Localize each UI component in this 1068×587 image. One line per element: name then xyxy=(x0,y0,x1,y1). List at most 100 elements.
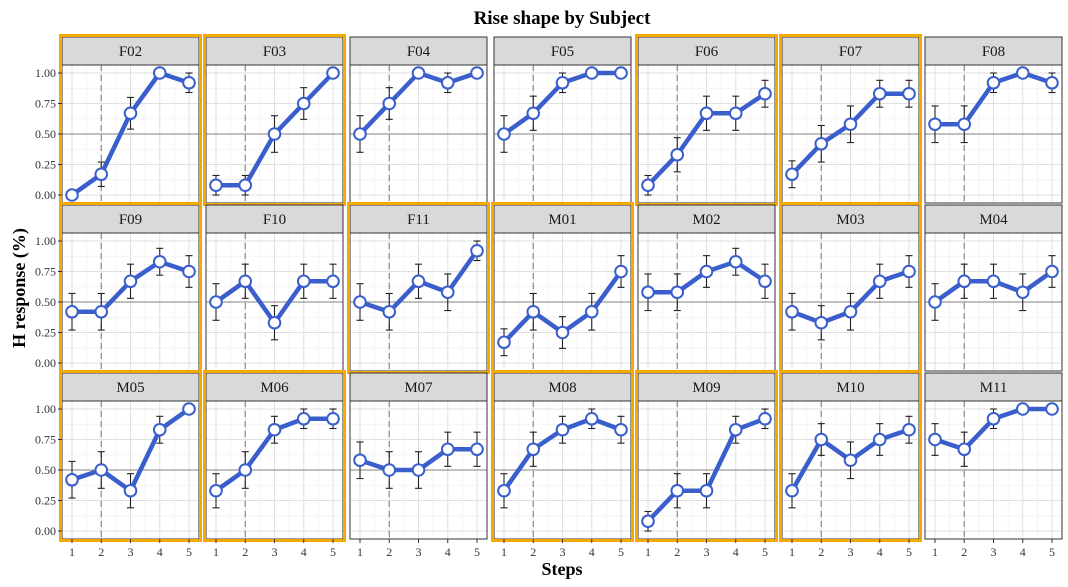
data-point xyxy=(152,254,167,269)
data-point xyxy=(94,167,109,182)
strip-label: M07 xyxy=(404,380,433,396)
y-tick-label: 1.00 xyxy=(35,402,56,416)
data-point xyxy=(526,442,541,457)
x-tick-label: 3 xyxy=(704,545,710,559)
facet-panel-f06: F06 xyxy=(635,34,778,206)
strip-background xyxy=(924,372,1063,402)
x-tick-label: 3 xyxy=(272,545,278,559)
x-tick-label: 2 xyxy=(242,545,248,559)
data-point xyxy=(957,442,972,457)
strip-label: M09 xyxy=(692,380,720,396)
data-point xyxy=(238,178,253,193)
x-tick-label: 4 xyxy=(589,545,595,559)
facet-panel-f04: F04 xyxy=(349,36,488,204)
data-point xyxy=(440,75,455,90)
x-tick-label: 5 xyxy=(186,545,192,559)
facet-panel-f05: F05 xyxy=(493,36,632,204)
y-tick-label: 0.00 xyxy=(35,356,56,370)
data-point xyxy=(411,66,426,80)
facet-panel-f09: F09 0.00 0.25 0.50 0.75 1.00 xyxy=(35,202,202,374)
data-point xyxy=(209,178,223,193)
strip-label: M10 xyxy=(836,380,864,396)
x-tick-label: 1 xyxy=(357,545,363,559)
data-point xyxy=(326,66,340,80)
data-point xyxy=(670,483,685,498)
data-point xyxy=(843,453,858,468)
facet-panel-m05: M05 0.00 0.25 0.50 0.75 1.00 1 2 3 4 5 xyxy=(35,370,202,559)
data-point xyxy=(785,304,799,319)
strip-label: M02 xyxy=(692,212,720,228)
data-point xyxy=(411,274,426,289)
x-tick-label: 2 xyxy=(386,545,392,559)
strip-label: F04 xyxy=(407,44,431,60)
strip-label: M01 xyxy=(548,212,576,228)
data-point xyxy=(641,285,655,300)
data-point xyxy=(526,106,541,121)
x-tick-label: 4 xyxy=(733,545,739,559)
facet-panel-f03: F03 xyxy=(203,34,346,206)
x-tick-label: 1 xyxy=(501,545,507,559)
data-point xyxy=(411,463,426,477)
data-point xyxy=(497,335,511,350)
data-point xyxy=(1015,66,1030,80)
data-point xyxy=(814,315,829,330)
y-tick-label: 0.00 xyxy=(35,524,56,538)
data-point xyxy=(353,295,367,309)
data-point xyxy=(785,167,799,182)
data-point xyxy=(238,274,253,289)
facet-panel-m06: M06 1 2 3 4 5 xyxy=(203,370,346,559)
facet-panel-m11: M11 1 2 3 4 5 xyxy=(924,372,1063,559)
data-point xyxy=(928,295,942,309)
facet-panel-m10: M10 1 2 3 4 5 xyxy=(779,370,922,559)
x-tick-label: 4 xyxy=(301,545,307,559)
data-point xyxy=(497,127,511,141)
strip-background xyxy=(493,204,632,234)
data-point xyxy=(728,254,743,269)
x-tick-label: 3 xyxy=(128,545,134,559)
x-tick-label: 5 xyxy=(330,545,336,559)
data-point xyxy=(152,422,167,437)
x-tick-label: 2 xyxy=(961,545,967,559)
strip-background xyxy=(924,36,1063,66)
y-tick-label: 0.25 xyxy=(35,158,56,172)
data-point xyxy=(872,86,887,101)
data-point xyxy=(382,463,397,477)
data-point xyxy=(353,453,367,468)
data-point xyxy=(326,411,340,426)
strip-background xyxy=(637,36,776,66)
x-tick-label: 2 xyxy=(98,545,104,559)
data-point xyxy=(957,274,972,289)
y-tick-label: 0.75 xyxy=(35,433,56,447)
data-point xyxy=(699,483,714,498)
strip-background xyxy=(205,372,344,402)
strip-label: F09 xyxy=(119,212,142,228)
data-point xyxy=(785,483,799,498)
data-point xyxy=(902,422,916,437)
strip-background xyxy=(924,204,1063,234)
data-point xyxy=(928,117,942,132)
x-tick-label: 5 xyxy=(618,545,624,559)
y-tick-label: 0.50 xyxy=(35,295,56,309)
data-point xyxy=(902,86,916,101)
data-point xyxy=(555,422,570,437)
data-point xyxy=(123,106,138,121)
data-point xyxy=(123,483,138,498)
data-point xyxy=(986,75,1001,90)
strip-label: F06 xyxy=(695,44,719,60)
data-point xyxy=(957,117,972,132)
x-tick-label: 1 xyxy=(213,545,219,559)
data-point xyxy=(209,483,223,498)
facet-panel-f08: F08 xyxy=(924,36,1063,204)
data-point xyxy=(614,422,628,437)
data-point xyxy=(758,411,772,426)
x-tick-label: 4 xyxy=(877,545,883,559)
x-tick-label: 4 xyxy=(157,545,163,559)
data-point xyxy=(584,304,599,319)
facet-panel-m07: M07 1 2 3 4 5 xyxy=(349,372,488,559)
facet-panel-m08: M08 1 2 3 4 5 xyxy=(491,370,634,559)
data-point xyxy=(1045,264,1059,279)
data-point xyxy=(296,274,311,289)
data-point xyxy=(641,514,655,529)
y-tick-label: 0.50 xyxy=(35,127,56,141)
